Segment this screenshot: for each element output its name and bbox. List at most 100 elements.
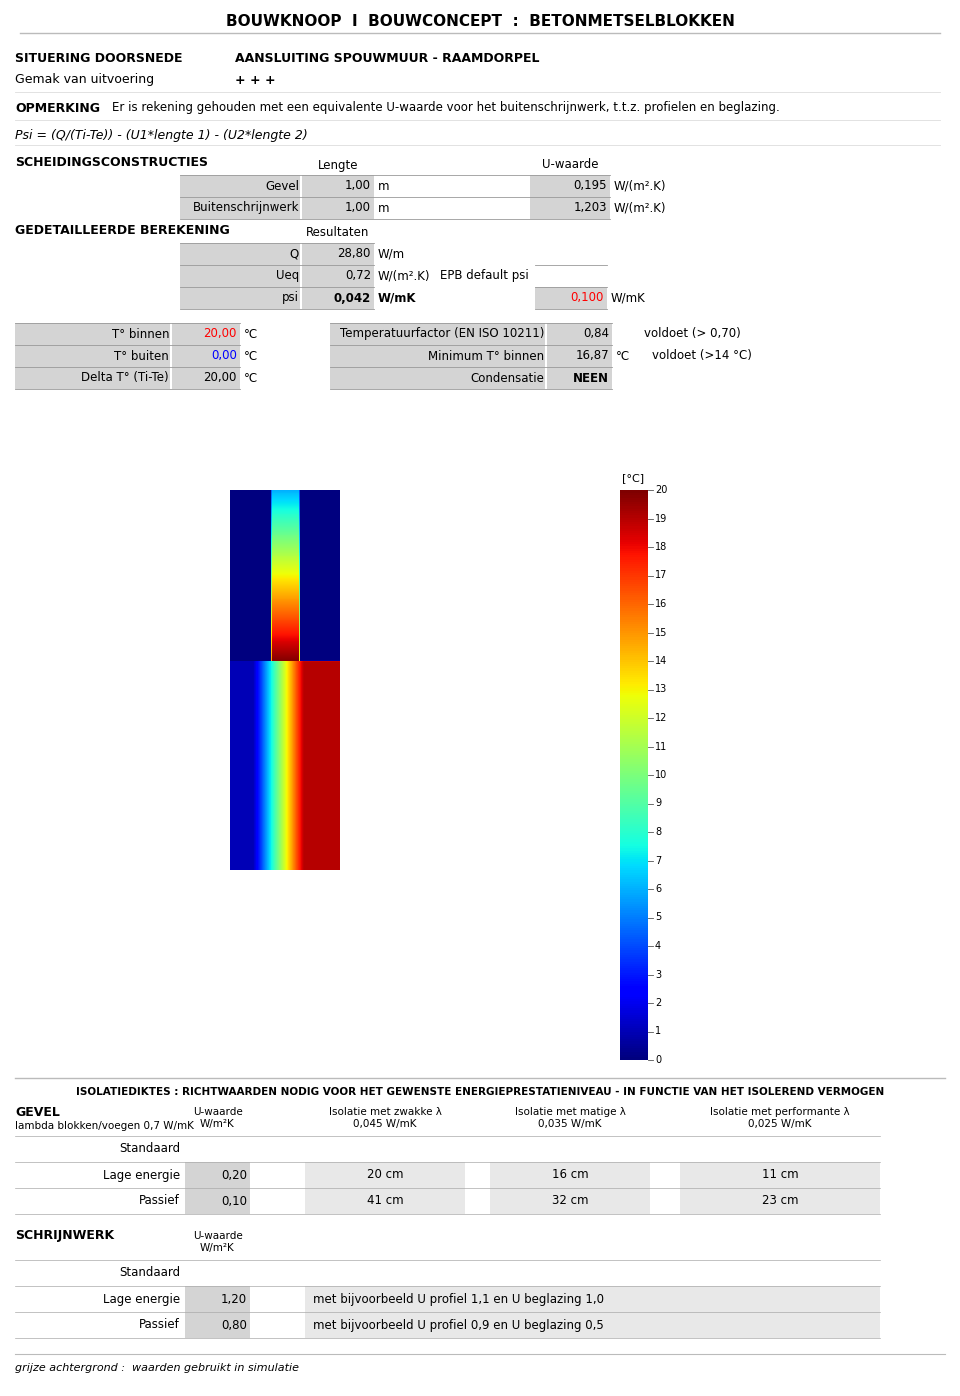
Text: Isolatie met zwakke λ: Isolatie met zwakke λ	[328, 1107, 442, 1117]
Bar	[530, 174, 610, 197]
Text: Lengte: Lengte	[318, 159, 358, 172]
Text: W/mK: W/mK	[378, 292, 417, 304]
Text: 16: 16	[655, 599, 667, 609]
Bar	[302, 265, 374, 288]
Text: Psi = (Q/(Ti-Te)) - (U1*lengte 1) - (U2*lengte 2): Psi = (Q/(Ti-Te)) - (U1*lengte 1) - (U2*…	[15, 128, 308, 141]
Bar	[302, 243, 374, 265]
Text: 0,025 W/mK: 0,025 W/mK	[748, 1120, 812, 1129]
Text: Ueq: Ueq	[276, 269, 299, 282]
Bar	[172, 367, 240, 389]
Text: 1,00: 1,00	[345, 180, 371, 193]
Bar	[180, 265, 300, 288]
Text: W/m: W/m	[378, 247, 405, 261]
Text: EPB default psi: EPB default psi	[440, 269, 529, 282]
Text: U-waarde: U-waarde	[193, 1107, 242, 1117]
Text: 0,00: 0,00	[211, 349, 237, 363]
Bar	[535, 288, 607, 309]
Bar	[305, 1312, 880, 1337]
Text: 32 cm: 32 cm	[552, 1195, 588, 1208]
Bar	[180, 174, 300, 197]
Text: 0,20: 0,20	[221, 1168, 247, 1181]
Text: 20,00: 20,00	[204, 328, 237, 341]
Text: 0,042: 0,042	[334, 292, 371, 304]
Bar	[302, 197, 374, 219]
Text: 41 cm: 41 cm	[367, 1195, 403, 1208]
Text: SITUERING DOORSNEDE: SITUERING DOORSNEDE	[15, 52, 182, 64]
Text: 0,10: 0,10	[221, 1195, 247, 1208]
Text: 16,87: 16,87	[575, 349, 609, 363]
Text: Gevel: Gevel	[265, 180, 299, 193]
Text: 1,203: 1,203	[573, 201, 607, 215]
Text: 18: 18	[655, 542, 667, 551]
Text: 6: 6	[655, 884, 661, 893]
Bar	[490, 1188, 650, 1215]
Text: 1: 1	[655, 1026, 661, 1036]
Text: + + +: + + +	[235, 74, 276, 87]
Bar	[185, 1312, 250, 1337]
Text: Q: Q	[290, 247, 299, 261]
Text: Er is rekening gehouden met een equivalente U-waarde voor het buitenschrijnwerk,: Er is rekening gehouden met een equivale…	[112, 102, 780, 114]
Text: 0,045 W/mK: 0,045 W/mK	[353, 1120, 417, 1129]
Text: 4: 4	[655, 941, 661, 951]
Text: Buitenschrijnwerk: Buitenschrijnwerk	[193, 201, 299, 215]
Text: U-waarde: U-waarde	[541, 159, 598, 172]
Bar	[180, 197, 300, 219]
Bar	[15, 322, 170, 345]
Text: W/m²K: W/m²K	[200, 1120, 235, 1129]
Bar	[180, 243, 300, 265]
Text: Condensatie: Condensatie	[470, 371, 544, 384]
Text: 20 cm: 20 cm	[367, 1168, 403, 1181]
Text: SCHRIJNWERK: SCHRIJNWERK	[15, 1230, 114, 1242]
Text: 28,80: 28,80	[338, 247, 371, 261]
Text: met bijvoorbeeld U profiel 1,1 en U beglazing 1,0: met bijvoorbeeld U profiel 1,1 en U begl…	[313, 1293, 604, 1305]
Bar	[15, 367, 170, 389]
Text: 23 cm: 23 cm	[761, 1195, 799, 1208]
Bar	[680, 1161, 880, 1188]
Text: Gemak van uitvoering: Gemak van uitvoering	[15, 74, 155, 87]
Text: 0,84: 0,84	[583, 328, 609, 341]
Bar	[547, 322, 612, 345]
Text: Standaard: Standaard	[119, 1142, 180, 1156]
Text: Isolatie met matige λ: Isolatie met matige λ	[515, 1107, 625, 1117]
Text: °C: °C	[244, 328, 258, 341]
Bar	[305, 1286, 880, 1312]
Text: Passief: Passief	[139, 1195, 180, 1208]
Text: W/m²K: W/m²K	[200, 1242, 235, 1254]
Text: BOUWKNOOP  I  BOUWCONCEPT  :  BETONMETSELBLOKKEN: BOUWKNOOP I BOUWCONCEPT : BETONMETSELBLO…	[226, 14, 734, 29]
Text: 15: 15	[655, 627, 667, 638]
Text: W/(m².K): W/(m².K)	[614, 201, 666, 215]
Bar	[305, 1188, 465, 1215]
Text: ISOLATIEDIKTES : RICHTWAARDEN NODIG VOOR HET GEWENSTE ENERGIEPRESTATIENIVEAU - I: ISOLATIEDIKTES : RICHTWAARDEN NODIG VOOR…	[76, 1087, 884, 1097]
Text: met bijvoorbeeld U profiel 0,9 en U beglazing 0,5: met bijvoorbeeld U profiel 0,9 en U begl…	[313, 1318, 604, 1332]
Text: m: m	[378, 180, 390, 193]
Text: psi: psi	[282, 292, 299, 304]
Text: 0,72: 0,72	[345, 269, 371, 282]
Bar	[490, 1161, 650, 1188]
Text: 1,20: 1,20	[221, 1293, 247, 1305]
Text: 7: 7	[655, 856, 661, 866]
Text: 0: 0	[655, 1055, 661, 1065]
Bar	[330, 345, 545, 367]
Bar	[305, 1161, 465, 1188]
Text: AANSLUITING SPOUWMUUR - RAAMDORPEL: AANSLUITING SPOUWMUUR - RAAMDORPEL	[235, 52, 540, 64]
Bar	[547, 345, 612, 367]
Text: T° buiten: T° buiten	[114, 349, 169, 363]
Text: 20: 20	[655, 484, 667, 496]
Text: W/mK: W/mK	[611, 292, 646, 304]
Text: 16 cm: 16 cm	[552, 1168, 588, 1181]
Text: 9: 9	[655, 799, 661, 808]
Bar	[172, 345, 240, 367]
Text: 3: 3	[655, 969, 661, 980]
Text: 0,100: 0,100	[570, 292, 604, 304]
Text: 10: 10	[655, 771, 667, 780]
Bar	[302, 288, 374, 309]
Text: voldoet (> 0,70): voldoet (> 0,70)	[644, 328, 741, 341]
Text: W/(m².K): W/(m².K)	[378, 269, 430, 282]
Text: Standaard: Standaard	[119, 1266, 180, 1280]
Text: 17: 17	[655, 571, 667, 581]
Bar	[530, 197, 610, 219]
Text: °C: °C	[244, 349, 258, 363]
Bar	[185, 1188, 250, 1215]
Text: 11 cm: 11 cm	[761, 1168, 799, 1181]
Text: 0,80: 0,80	[221, 1318, 247, 1332]
